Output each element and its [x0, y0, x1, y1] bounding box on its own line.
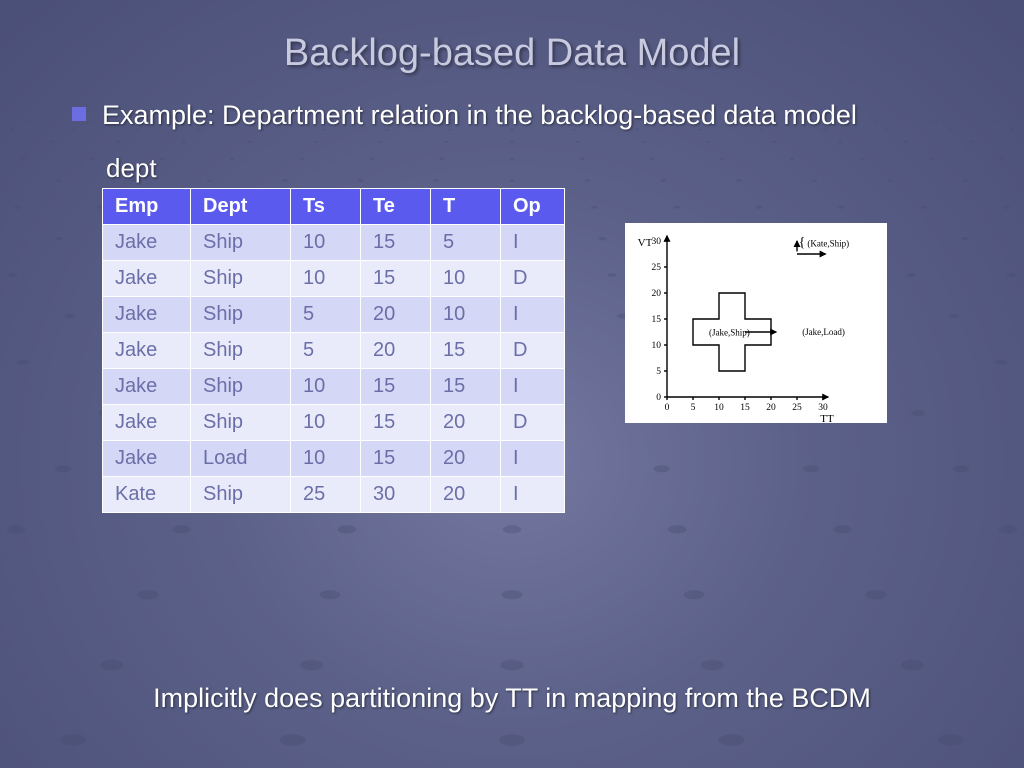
table-cell: 15 [361, 368, 431, 404]
svg-text:{: { [799, 235, 806, 250]
table-cell: Ship [191, 368, 291, 404]
table-row: JakeShip101510D [103, 260, 565, 296]
table-cell: 15 [361, 440, 431, 476]
table-cell: I [501, 368, 565, 404]
table-caption: dept [106, 153, 565, 184]
table-row: KateShip253020I [103, 476, 565, 512]
table-cell: 10 [431, 296, 501, 332]
table-cell: 10 [291, 404, 361, 440]
footer-text: Implicitly does partitioning by TT in ma… [0, 683, 1024, 714]
table-cell: 20 [431, 440, 501, 476]
table-cell: Ship [191, 296, 291, 332]
svg-text:25: 25 [792, 403, 802, 413]
table-cell: 15 [431, 368, 501, 404]
table-cell: Ship [191, 404, 291, 440]
svg-text:5: 5 [691, 403, 696, 413]
table-row: JakeShip52010I [103, 296, 565, 332]
table-cell: 20 [431, 476, 501, 512]
table-cell: Ship [191, 260, 291, 296]
table-cell: I [501, 224, 565, 260]
column-header: Dept [191, 188, 291, 224]
table-cell: Kate [103, 476, 191, 512]
column-header: Emp [103, 188, 191, 224]
table-cell: I [501, 296, 565, 332]
svg-text:5: 5 [656, 367, 661, 377]
bullet-text: Example: Department relation in the back… [102, 99, 857, 133]
table-cell: Ship [191, 332, 291, 368]
table-cell: 5 [291, 296, 361, 332]
table-row: JakeShip101520D [103, 404, 565, 440]
vt-tt-diagram: 051015202530051015202530VTTT(Jake,Ship)(… [625, 223, 887, 423]
column-header: Ts [291, 188, 361, 224]
table-cell: 20 [361, 296, 431, 332]
table-cell: Jake [103, 404, 191, 440]
column-header: Te [361, 188, 431, 224]
table-cell: 15 [361, 260, 431, 296]
svg-text:(Jake,Ship): (Jake,Ship) [709, 327, 750, 337]
table-cell: Ship [191, 224, 291, 260]
table-cell: 5 [291, 332, 361, 368]
svg-text:15: 15 [740, 403, 750, 413]
svg-text:(Kate,Ship): (Kate,Ship) [807, 238, 849, 248]
table-cell: Load [191, 440, 291, 476]
svg-text:0: 0 [656, 393, 661, 403]
table-cell: I [501, 440, 565, 476]
svg-text:15: 15 [652, 315, 662, 325]
table-cell: D [501, 332, 565, 368]
table-cell: 10 [291, 224, 361, 260]
table-cell: 15 [431, 332, 501, 368]
column-header: Op [501, 188, 565, 224]
bullet-item: Example: Department relation in the back… [72, 99, 952, 133]
table-row: JakeShip101515I [103, 368, 565, 404]
table-cell: 15 [361, 224, 431, 260]
table-cell: Ship [191, 476, 291, 512]
svg-text:30: 30 [652, 237, 662, 247]
table-cell: 15 [361, 404, 431, 440]
table-cell: 10 [431, 260, 501, 296]
table-cell: Jake [103, 296, 191, 332]
table-cell: 10 [291, 368, 361, 404]
bullet-icon [72, 107, 86, 121]
svg-text:10: 10 [714, 403, 724, 413]
svg-text:(Jake,Load): (Jake,Load) [802, 327, 845, 337]
svg-text:20: 20 [766, 403, 776, 413]
svg-text:TT: TT [820, 413, 834, 423]
table-cell: 10 [291, 440, 361, 476]
dept-table: EmpDeptTsTeTOp JakeShip10155IJakeShip101… [102, 188, 565, 513]
svg-text:10: 10 [652, 341, 662, 351]
svg-text:VT: VT [638, 237, 653, 249]
slide-title: Backlog-based Data Model [0, 0, 1024, 75]
table-cell: 30 [361, 476, 431, 512]
table-cell: 5 [431, 224, 501, 260]
table-cell: Jake [103, 440, 191, 476]
table-row: JakeLoad101520I [103, 440, 565, 476]
table-cell: D [501, 260, 565, 296]
table-cell: Jake [103, 260, 191, 296]
table-cell: I [501, 476, 565, 512]
svg-text:25: 25 [652, 263, 662, 273]
svg-text:20: 20 [652, 289, 662, 299]
table-cell: Jake [103, 224, 191, 260]
column-header: T [431, 188, 501, 224]
svg-text:30: 30 [818, 403, 828, 413]
table-cell: 20 [431, 404, 501, 440]
table-cell: 20 [361, 332, 431, 368]
svg-text:0: 0 [665, 403, 670, 413]
table-cell: Jake [103, 332, 191, 368]
table-row: JakeShip52015D [103, 332, 565, 368]
table-row: JakeShip10155I [103, 224, 565, 260]
table-cell: D [501, 404, 565, 440]
table-cell: Jake [103, 368, 191, 404]
table-cell: 10 [291, 260, 361, 296]
table-cell: 25 [291, 476, 361, 512]
